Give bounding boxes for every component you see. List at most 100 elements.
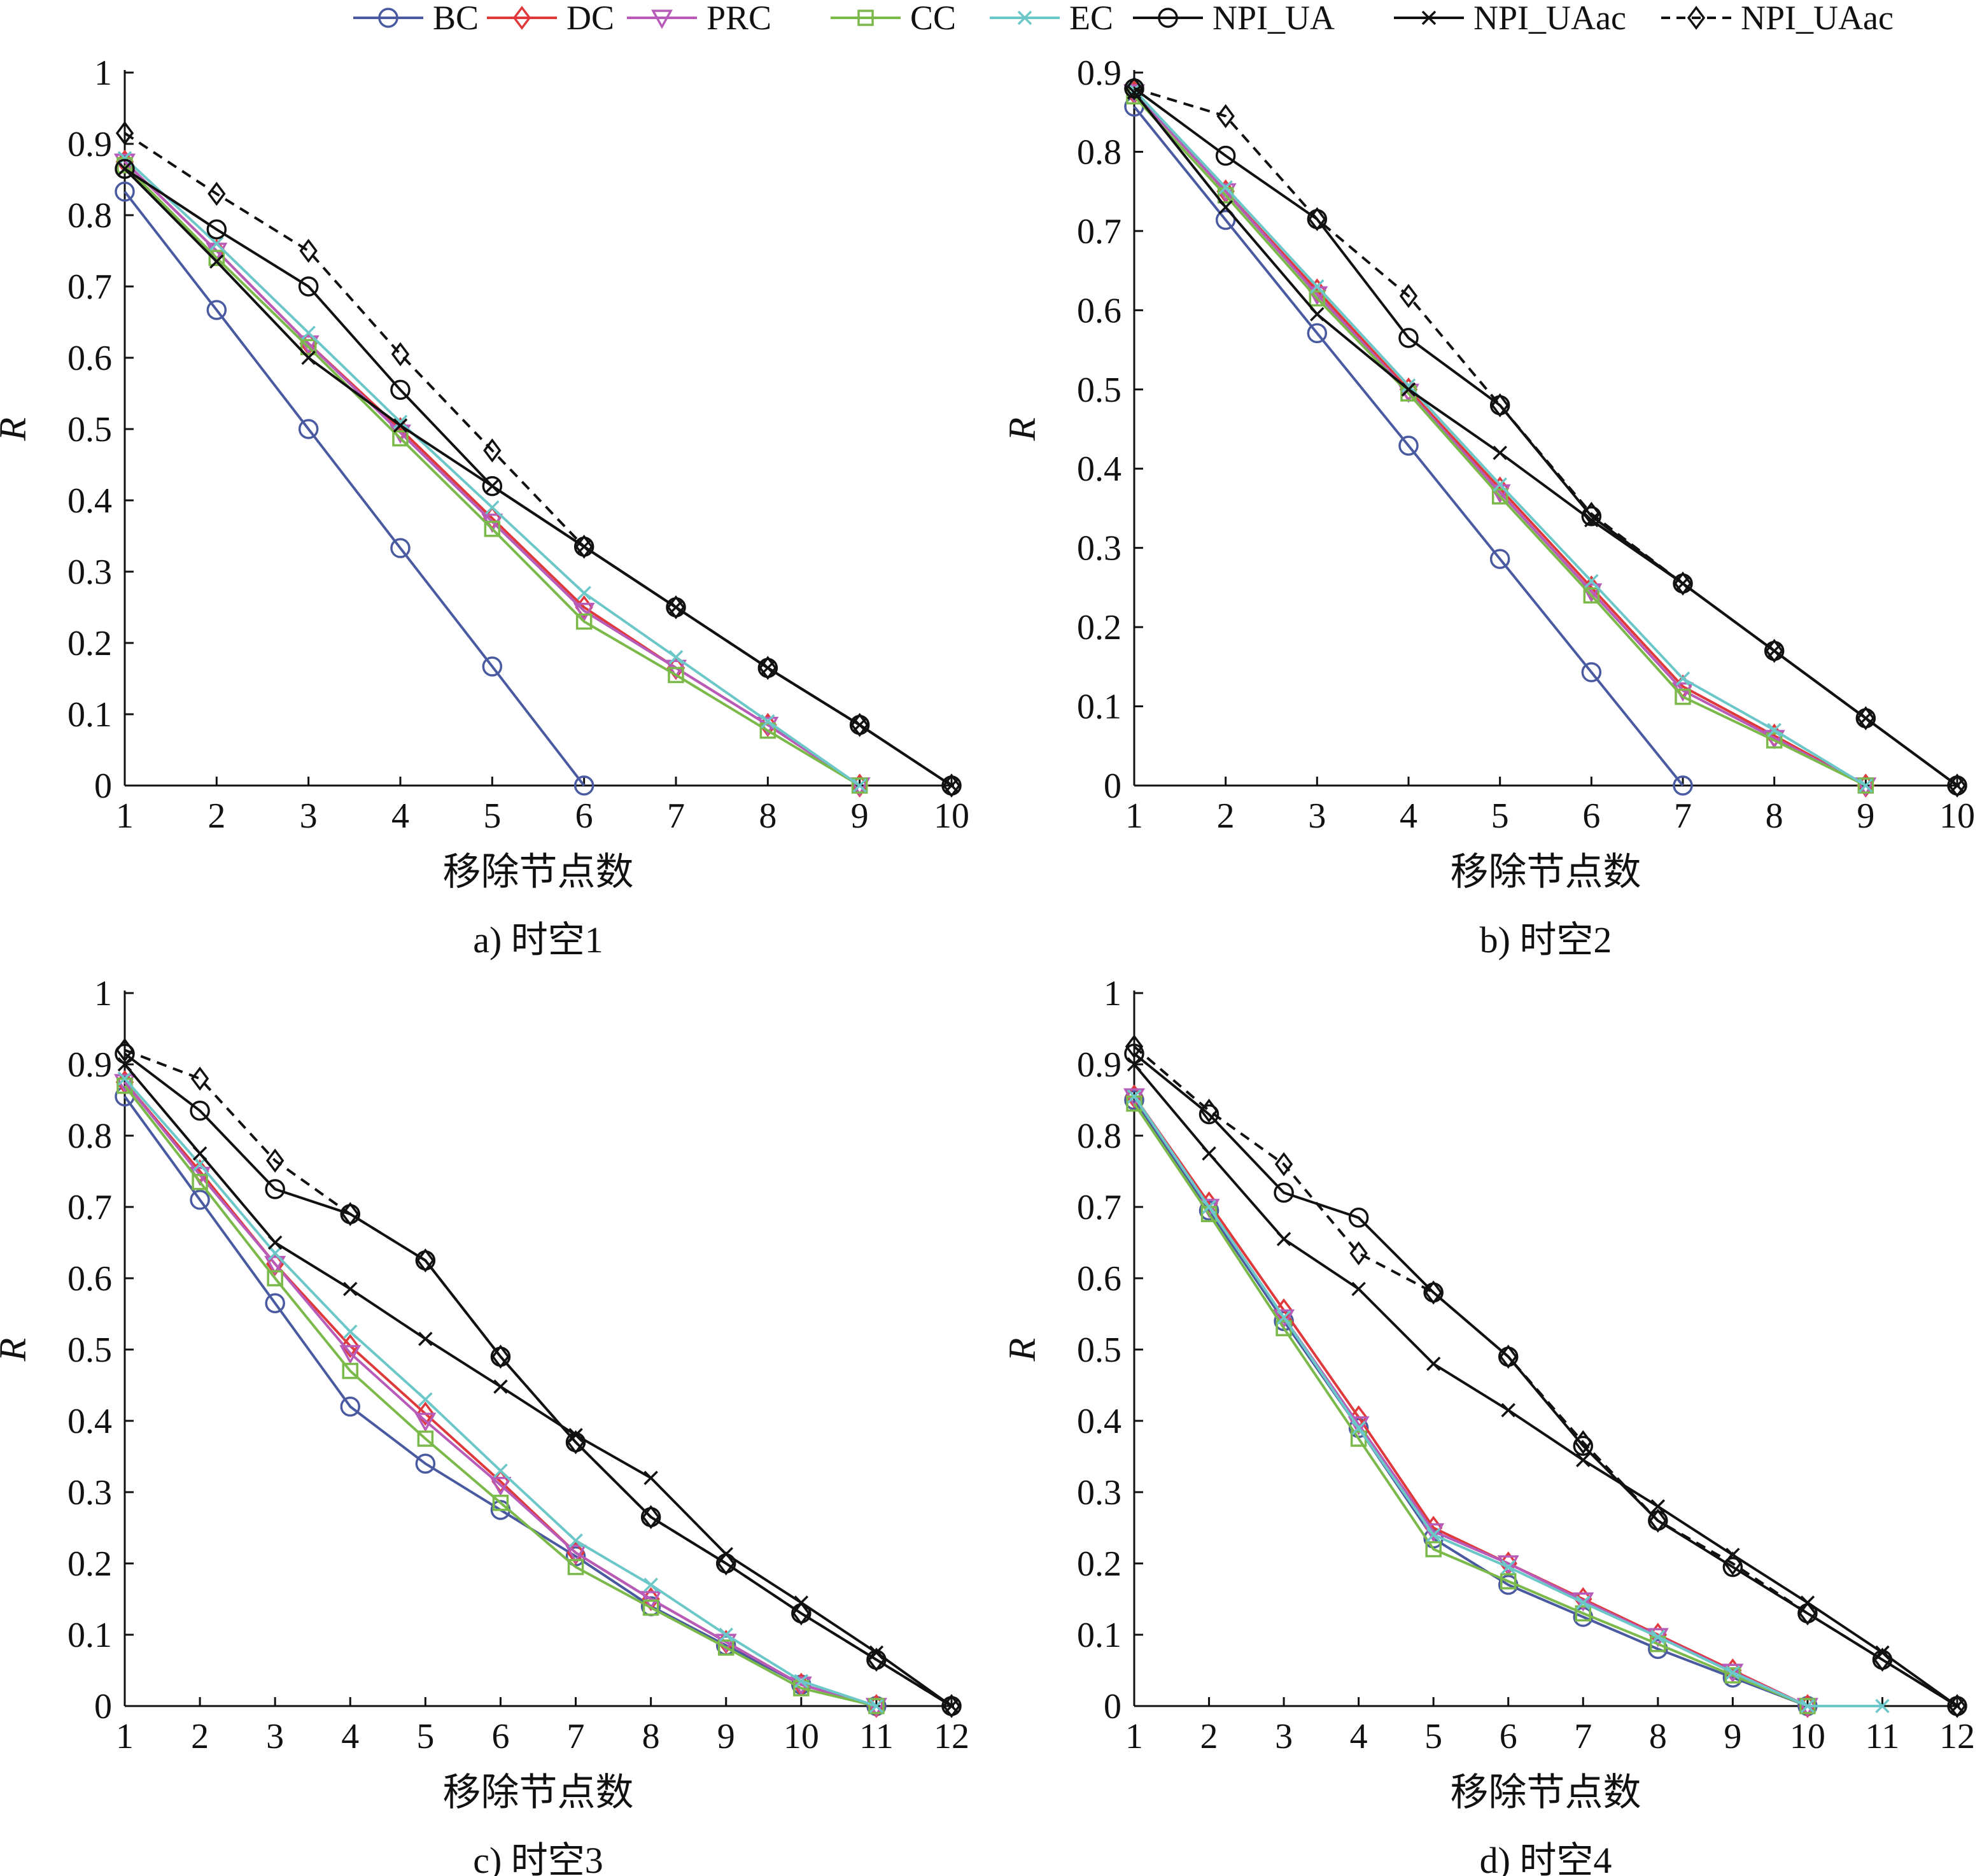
data-point-marker <box>1575 1605 1592 1622</box>
data-point-marker <box>868 1698 885 1714</box>
data-point-marker <box>1198 1104 1219 1125</box>
legend-label: CC <box>910 0 956 37</box>
data-point-marker <box>265 1148 285 1173</box>
y-axis-label: R <box>1001 418 1043 442</box>
data-point-marker <box>485 479 500 493</box>
data-point-marker <box>340 1396 361 1417</box>
data-point-marker <box>565 1544 587 1564</box>
data-point-marker <box>343 1281 358 1297</box>
data-point-marker <box>339 1344 362 1365</box>
data-point-marker <box>1499 1344 1517 1369</box>
x-tick-label: 2 <box>191 1717 209 1756</box>
x-tick-label: 8 <box>759 796 777 836</box>
data-point-marker <box>1127 1057 1142 1072</box>
data-point-marker <box>719 1627 733 1642</box>
data-point-marker <box>1215 145 1236 166</box>
series-cc-3 <box>1126 88 1874 794</box>
data-point-marker <box>1491 488 1508 505</box>
data-point-marker <box>267 1246 283 1261</box>
x-tick-label: 12 <box>934 1717 969 1756</box>
y-tick-label: 0 <box>94 1687 112 1726</box>
data-point-marker <box>1493 477 1507 492</box>
data-point-marker <box>416 1248 435 1273</box>
data-point-marker <box>1650 1499 1666 1514</box>
data-point-marker <box>117 1071 132 1086</box>
data-point-marker <box>1401 382 1416 397</box>
data-point-marker <box>482 476 503 497</box>
legend: BC DC PRC CC EC NPI_UA NPI_UAac NPI_UAac <box>353 0 1894 37</box>
data-point-marker <box>1127 1089 1142 1104</box>
legend-label: EC <box>1069 0 1113 37</box>
data-point-marker <box>485 500 500 515</box>
x-tick-label: 2 <box>1200 1717 1218 1756</box>
data-point-marker <box>643 1470 658 1485</box>
x-tick-label: 10 <box>784 1717 819 1756</box>
data-point-marker <box>1399 284 1418 308</box>
legend-item-npi-ua-5: NPI_UA <box>1133 0 1335 37</box>
y-tick-label: 0.2 <box>1077 608 1121 647</box>
x-tick-label: 1 <box>116 1717 134 1756</box>
data-point-marker <box>1650 1630 1666 1644</box>
data-point-marker <box>1423 1523 1445 1543</box>
legend-marker-circle <box>378 8 398 28</box>
x-tick-label: 8 <box>642 1717 660 1756</box>
data-point-marker <box>1584 574 1599 589</box>
x-tick-label: 8 <box>1766 796 1783 836</box>
y-tick-label: 0.7 <box>67 1188 112 1227</box>
data-point-marker <box>301 325 316 341</box>
y-tick-label: 0.7 <box>1077 1188 1121 1227</box>
series-line <box>123 1081 877 1707</box>
data-point-marker <box>492 1495 509 1511</box>
data-point-marker <box>1873 1647 1892 1672</box>
y-tick-label: 0.6 <box>1077 291 1121 330</box>
y-tick-label: 0.1 <box>1077 1616 1121 1655</box>
y-tick-label: 0.7 <box>1077 212 1121 251</box>
data-point-marker <box>414 1413 437 1432</box>
x-tick-label: 6 <box>491 1717 509 1756</box>
y-tick-label: 0.8 <box>67 1117 112 1156</box>
data-point-marker <box>1583 587 1600 604</box>
data-point-marker <box>1724 1551 1742 1576</box>
data-point-marker <box>761 714 775 729</box>
data-point-marker <box>416 1401 435 1426</box>
data-point-marker <box>1124 1043 1144 1064</box>
x-tick-label: 12 <box>1939 1717 1975 1756</box>
data-point-marker <box>415 1453 436 1474</box>
data-point-marker <box>1273 1309 1295 1329</box>
data-point-marker <box>1276 1310 1291 1325</box>
series-ec-4 <box>117 151 867 793</box>
data-point-marker <box>115 159 135 179</box>
data-point-marker <box>1309 290 1326 307</box>
x-tick-label: 7 <box>567 1717 585 1756</box>
series-npi-uaac-7 <box>1125 76 1967 798</box>
data-point-marker <box>1276 1232 1291 1246</box>
x-tick-label: 3 <box>1275 1717 1293 1756</box>
data-point-marker <box>1722 1556 1743 1577</box>
y-tick-label: 0.8 <box>1077 132 1121 172</box>
data-point-marker <box>1124 1090 1144 1110</box>
data-point-marker <box>565 1546 586 1567</box>
data-point-marker <box>342 1362 359 1379</box>
series-line <box>1133 95 1867 787</box>
x-tick-label: 1 <box>1125 796 1143 836</box>
x-tick-label: 4 <box>391 796 409 836</box>
data-point-marker <box>1798 1601 1817 1626</box>
panel-a: 1 2 3 4 5 6 7 8 9 10 0 0.1 0.2 0.3 0.4 0.5 0.6 0.7 0.8 0.9 1… <box>0 53 969 961</box>
data-point-marker <box>642 1505 660 1530</box>
data-point-marker <box>115 181 135 202</box>
y-tick-label: 0.3 <box>67 1473 112 1513</box>
x-tick-label: 3 <box>300 796 318 836</box>
x-tick-label: 9 <box>1724 1717 1741 1756</box>
x-tick-label: 11 <box>1865 1717 1899 1756</box>
legend-marker-square <box>857 10 874 26</box>
data-point-marker <box>568 1533 583 1548</box>
data-point-marker <box>1398 435 1419 456</box>
x-tick-label: 2 <box>1217 796 1235 836</box>
data-point-marker <box>1426 1357 1441 1371</box>
series-line <box>1133 91 1958 787</box>
y-tick-label: 0.3 <box>67 553 112 592</box>
data-point-marker <box>668 650 684 665</box>
y-tick-label: 0.4 <box>67 1402 112 1441</box>
x-tick-label: 7 <box>1674 796 1692 836</box>
